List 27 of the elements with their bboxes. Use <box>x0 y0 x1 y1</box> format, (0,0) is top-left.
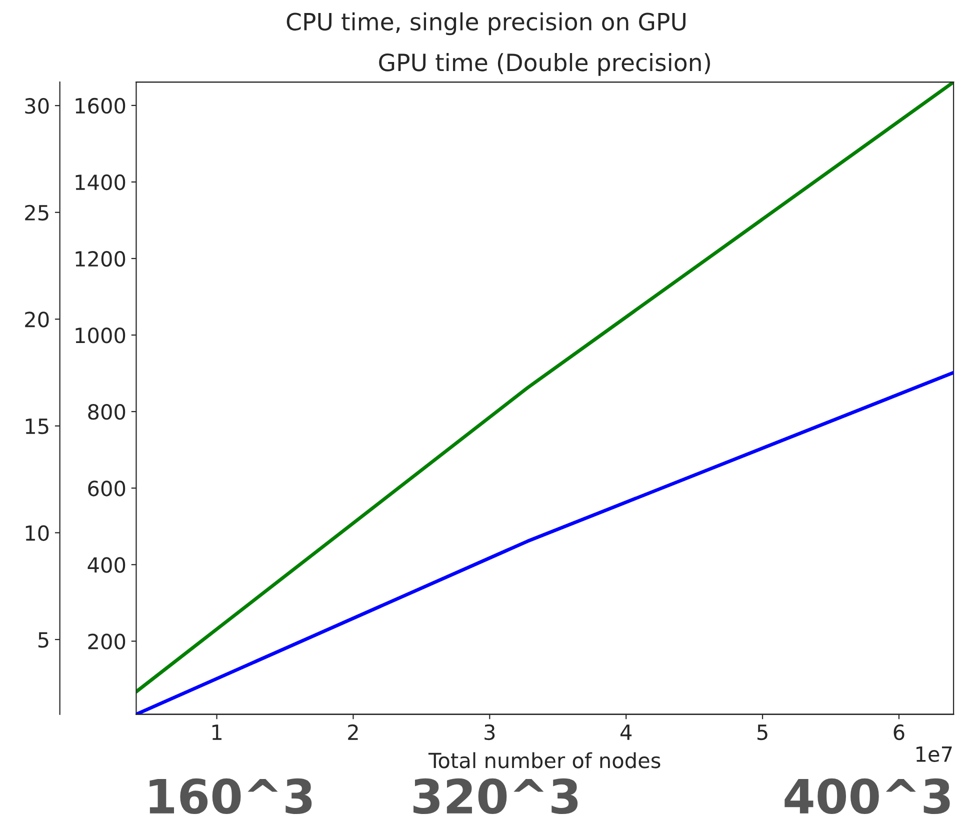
y2-tick-label: 10 <box>26 525 49 541</box>
text: 320^3 <box>414 778 578 814</box>
text: 400^3 <box>784 778 950 814</box>
chart-title: CPU time, single precision on GPU <box>286 12 686 36</box>
y-tick-label: 1200 <box>76 250 126 267</box>
y2-tick-label: 25 <box>25 204 48 221</box>
y-tick-label: 1000 <box>76 327 126 344</box>
y-tick-label: 200 <box>88 634 126 650</box>
x-tick-label: 6 <box>894 724 904 740</box>
text: 160^3 <box>150 778 312 814</box>
y2-tick-label: 20 <box>25 312 49 328</box>
x-tick-label: 1 <box>212 724 222 740</box>
y-tick-label: 800 <box>88 404 126 420</box>
y2-tick-label: 5 <box>38 632 48 648</box>
x-tick-label: 3 <box>484 724 495 740</box>
y2-tick-label: 15 <box>26 418 48 434</box>
y-tick-label: 600 <box>88 480 126 496</box>
x-tick-label: 4 <box>620 724 632 740</box>
chart-subtitle: GPU time (Double precision) <box>379 53 710 76</box>
y-tick-label: 1400 <box>76 174 126 190</box>
y-tick-label: 1600 <box>76 98 126 114</box>
text: 1e7 <box>916 746 952 762</box>
x-axis-title: Total number of nodes <box>428 752 660 768</box>
y-tick-label: 400 <box>88 557 126 573</box>
y2-tick-label: 30 <box>25 98 49 114</box>
x-tick-label: 2 <box>348 724 358 740</box>
x-tick-label: 5 <box>758 724 768 740</box>
